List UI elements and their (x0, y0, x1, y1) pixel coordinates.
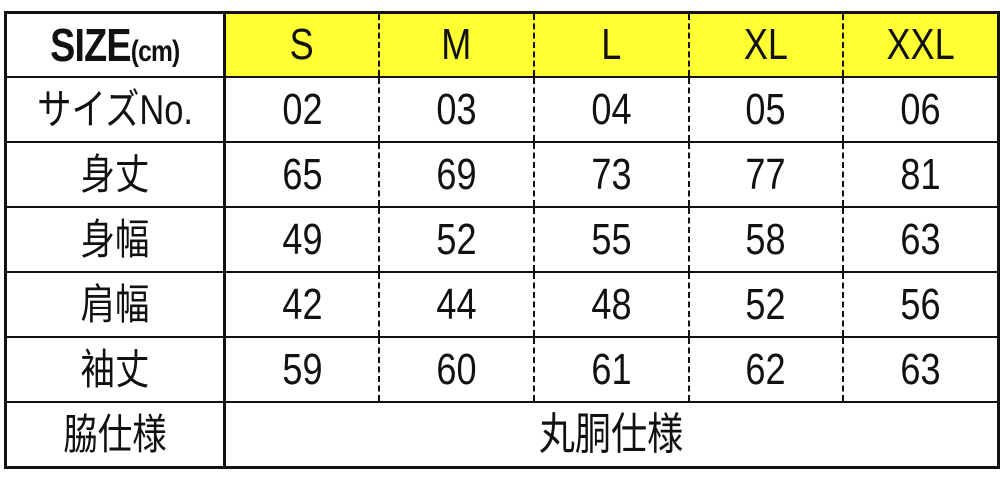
row-label: 身幅 (5, 206, 226, 273)
cell: 04 (533, 76, 689, 143)
size-m: M (378, 11, 534, 78)
row-label: 肩幅 (5, 271, 226, 338)
cell-text: 56 (900, 279, 941, 329)
cell-text: 肩幅 (80, 280, 150, 328)
size-header-cell: SIZE(cm) (5, 11, 226, 78)
cell: 65 (224, 141, 380, 208)
cell-text: 60 (436, 344, 477, 394)
cell-text: 77 (745, 149, 786, 199)
table-row: 肩幅 42 44 48 52 56 (5, 271, 999, 338)
cell-text: 65 (282, 149, 323, 199)
size-xxl: XXL (842, 11, 999, 78)
cell: 48 (533, 271, 689, 338)
cell: 44 (378, 271, 534, 338)
cell-text: XL (743, 20, 788, 69)
cell: 73 (533, 141, 689, 208)
cell: 61 (533, 336, 689, 403)
size-chart-table: SIZE(cm) S M L XL XXL サイズNo. 02 03 04 05… (4, 11, 1000, 469)
cell-text: 身幅 (80, 215, 150, 263)
row-label: サイズNo. (5, 76, 226, 143)
size-xl: XL (687, 11, 844, 78)
side-spec-cell: 丸胴仕様 (224, 401, 999, 469)
cell-text: 73 (591, 149, 632, 199)
row-label: 身丈 (5, 141, 226, 208)
cell: 58 (687, 206, 844, 273)
table-row: サイズNo. 02 03 04 05 06 (5, 76, 999, 143)
cell: 03 (378, 76, 534, 143)
cell-text: 49 (282, 214, 323, 264)
cell: 52 (378, 206, 534, 273)
header-row: SIZE(cm) S M L XL XXL (5, 11, 999, 78)
cell-text: 身丈 (80, 150, 150, 198)
cell: 81 (842, 141, 999, 208)
cell-text: サイズNo. (36, 85, 193, 133)
cell: 77 (687, 141, 844, 208)
cell-text: 06 (900, 84, 941, 134)
cell: 49 (224, 206, 380, 273)
cell-text: 48 (591, 279, 632, 329)
cell: 56 (842, 271, 999, 338)
cell: 55 (533, 206, 689, 273)
cell-text: 59 (282, 344, 323, 394)
cell-text: S (290, 20, 315, 69)
table-row: 身丈 65 69 73 77 81 (5, 141, 999, 208)
cell: 05 (687, 76, 844, 143)
cell-text: XXL (886, 20, 955, 69)
cell-text: 丸胴仕様 (539, 409, 684, 459)
size-s: S (224, 11, 380, 78)
cell-text: 52 (436, 214, 477, 264)
cell: 69 (378, 141, 534, 208)
footer-row: 脇仕様 丸胴仕様 (5, 401, 999, 469)
cell: 60 (378, 336, 534, 403)
cell-text: 42 (282, 279, 323, 329)
cell-text: 69 (436, 149, 477, 199)
table-row: 袖丈 59 60 61 62 63 (5, 336, 999, 403)
cell-text: 81 (900, 149, 941, 199)
cell-text: 44 (436, 279, 477, 329)
row-label: 袖丈 (5, 336, 226, 403)
cell: 42 (224, 271, 380, 338)
cell: 63 (842, 206, 999, 273)
unit-label: (cm) (130, 35, 180, 68)
row-label: 脇仕様 (5, 401, 226, 469)
cell-text: 62 (745, 344, 786, 394)
size-label: SIZE (50, 19, 131, 71)
cell-text: 63 (900, 344, 941, 394)
cell-text: 脇仕様 (63, 410, 167, 458)
cell-text: L (601, 20, 622, 69)
cell-text: M (441, 20, 472, 69)
cell-text: 52 (745, 279, 786, 329)
cell-text: 02 (282, 84, 323, 134)
cell: 02 (224, 76, 380, 143)
cell: 59 (224, 336, 380, 403)
table-row: 身幅 49 52 55 58 63 (5, 206, 999, 273)
cell: 63 (842, 336, 999, 403)
size-l: L (533, 11, 689, 78)
cell-text: 61 (591, 344, 632, 394)
cell: 06 (842, 76, 999, 143)
cell-text: 04 (591, 84, 632, 134)
cell-text: 05 (745, 84, 786, 134)
cell: 62 (687, 336, 844, 403)
cell-text: 58 (745, 214, 786, 264)
cell-text: 63 (900, 214, 941, 264)
cell-text: 55 (591, 214, 632, 264)
cell-text: 袖丈 (80, 345, 150, 393)
cell: 52 (687, 271, 844, 338)
cell-text: 03 (436, 84, 477, 134)
